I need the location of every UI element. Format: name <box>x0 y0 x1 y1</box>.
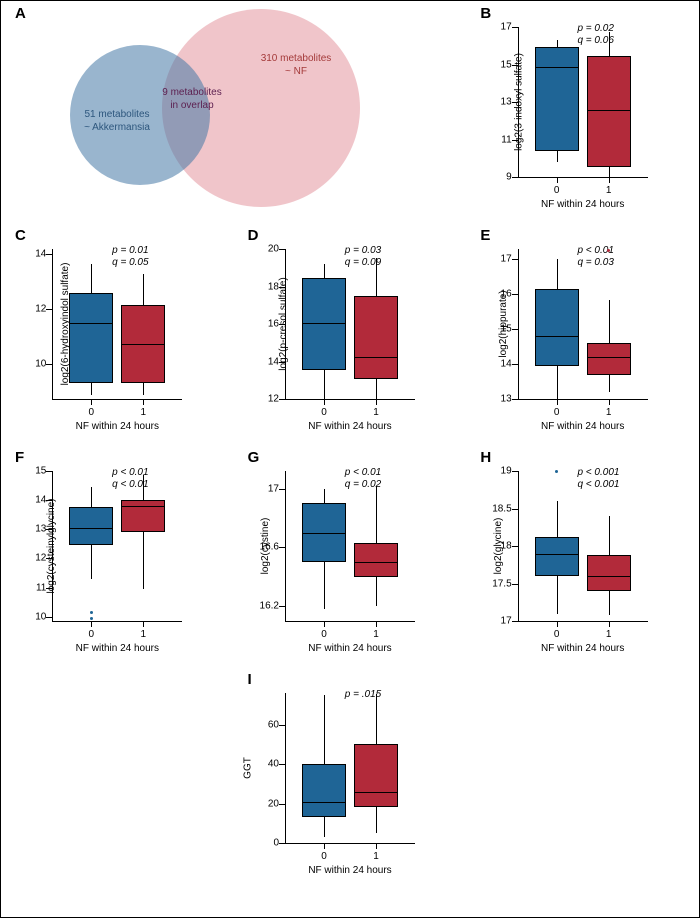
panel-F: F 10111213141501log2(cysteinylglycine)NF… <box>1 445 234 667</box>
panel-letter-A: A <box>15 5 26 22</box>
panel-letter-G: G <box>248 449 260 466</box>
panel-G: G 16.216.61701log2(cystine)NF within 24 … <box>234 445 467 667</box>
boxplot-H: 1717.51818.51901log2(glycine)NF within 2… <box>518 471 648 621</box>
figure-page: A 51 metabolites~ Akkermansia 310 metabo… <box>0 0 700 918</box>
panel-letter-H: H <box>480 449 491 466</box>
venn-diagram: 51 metabolites~ Akkermansia 310 metaboli… <box>41 5 381 205</box>
boxplot-F: 10111213141501log2(cysteinylglycine)NF w… <box>52 471 182 621</box>
panel-letter-B: B <box>480 5 491 22</box>
venn-overlap-label: 9 metabolitesin overlap <box>152 87 232 112</box>
panel-I: I 020406001GGTNF within 24 hoursp = .015 <box>234 667 467 889</box>
panel-A: A 51 metabolites~ Akkermansia 310 metabo… <box>1 1 466 223</box>
panel-letter-C: C <box>15 227 26 244</box>
panel-E: E 131415161701log2(hippurate)NF within 2… <box>466 223 699 445</box>
panel-letter-D: D <box>248 227 259 244</box>
venn-right-label: 310 metabolites~ NF <box>246 53 346 78</box>
boxplot-I: 020406001GGTNF within 24 hoursp = .015 <box>285 693 415 843</box>
boxplot-D: 121416182001log2(p-cresol sulfate)NF wit… <box>285 249 415 399</box>
boxplot-C: 10121401log2(6-hydroxyindol sulfate)NF w… <box>52 249 182 399</box>
panel-B: B 91113151701log2(3-indoxyl sulfate)NF w… <box>466 1 699 223</box>
boxplot-G: 16.216.61701log2(cystine)NF within 24 ho… <box>285 471 415 621</box>
panel-letter-F: F <box>15 449 24 466</box>
panel-H: H 1717.51818.51901log2(glycine)NF within… <box>466 445 699 667</box>
boxplot-B: 91113151701log2(3-indoxyl sulfate)NF wit… <box>518 27 648 177</box>
boxplot-E: 131415161701log2(hippurate)NF within 24 … <box>518 249 648 399</box>
venn-left-label: 51 metabolites~ Akkermansia <box>67 109 167 134</box>
panel-letter-I: I <box>248 671 252 688</box>
panel-C: C 10121401log2(6-hydroxyindol sulfate)NF… <box>1 223 234 445</box>
panel-D: D 121416182001log2(p-cresol sulfate)NF w… <box>234 223 467 445</box>
panel-letter-E: E <box>480 227 490 244</box>
